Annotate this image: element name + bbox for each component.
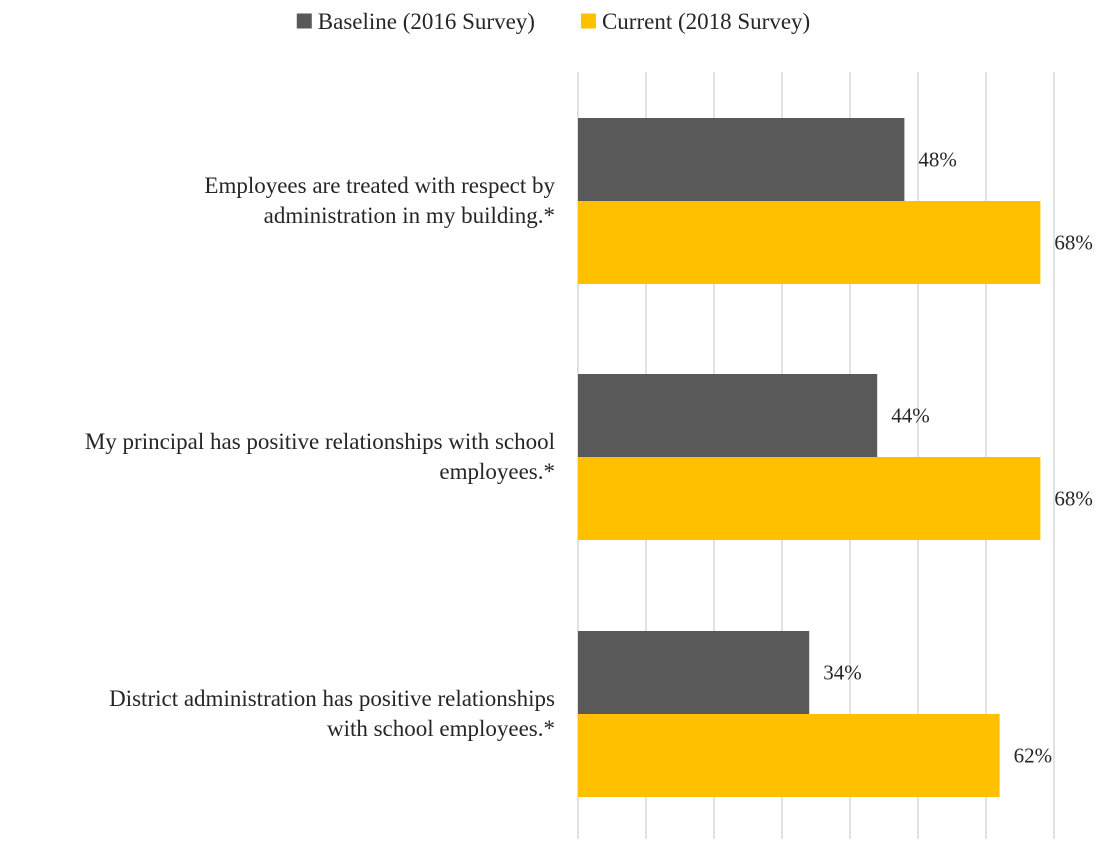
legend: Baseline (2016 Survey) Current (2018 Surv… [296,9,810,34]
bar [578,457,1041,540]
bar [578,631,810,714]
category-label-line: District administration has positive rel… [109,686,555,711]
legend-label: Baseline (2016 Survey) [318,9,535,34]
data-label: 44% [891,404,930,428]
bar [578,714,1000,797]
category-label-line: employees.* [439,459,555,484]
category-label-line: administration in my building.* [264,203,555,228]
legend-label: Current (2018 Survey) [602,9,810,34]
category-labels: Employees are treated with respect by adm… [85,173,556,741]
data-label: 68% [1054,487,1093,511]
category-label: My principal has positive relationships … [85,429,555,484]
bars [578,118,1041,797]
category-label-line: Employees are treated with respect by [204,173,555,198]
bar [578,201,1041,284]
category-label-line: with school employees.* [327,716,555,741]
data-label: 68% [1054,231,1093,255]
data-label: 62% [1014,744,1053,768]
data-labels: 48% 68% 44% 68% 34% 62% [823,148,1093,768]
bar [578,118,905,201]
category-label-line: My principal has positive relationships … [85,429,555,454]
data-label: 48% [918,148,957,172]
bar [578,374,878,457]
legend-swatch [296,13,312,29]
legend-swatch [580,13,596,29]
data-label: 34% [823,661,862,685]
category-label: District administration has positive rel… [109,686,555,741]
category-label: Employees are treated with respect by adm… [204,173,555,228]
